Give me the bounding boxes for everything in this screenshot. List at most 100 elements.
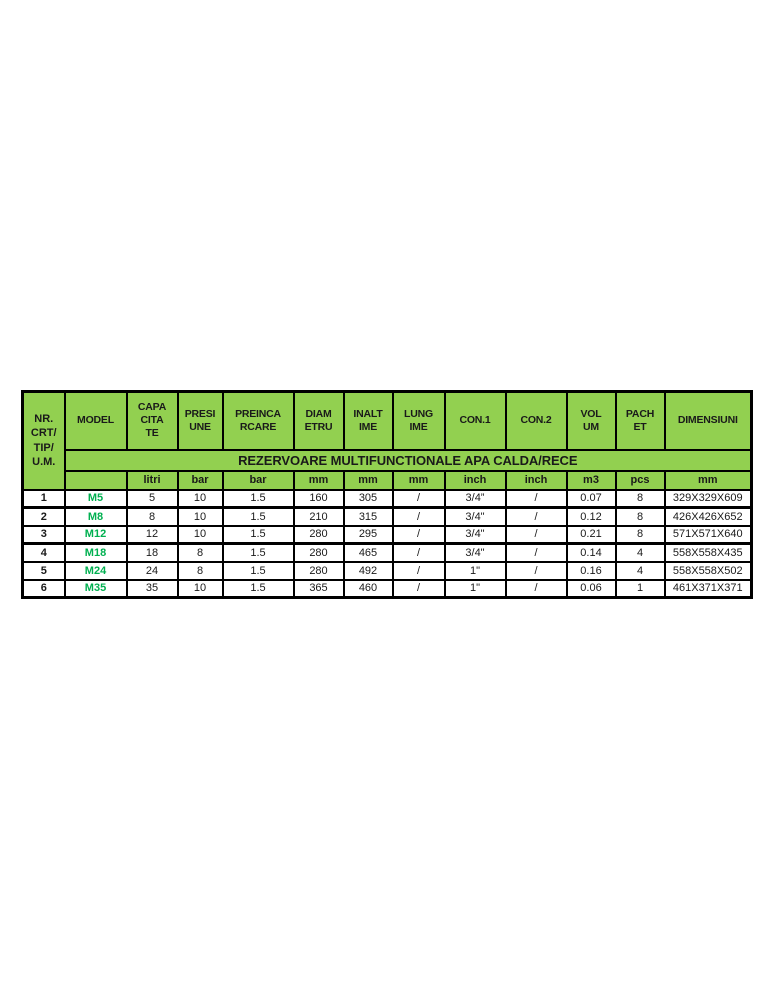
value-cell: 10 [176, 578, 224, 599]
value-cell: / [504, 524, 568, 545]
value-cell: 0.14 [565, 542, 617, 563]
table-row: 1 M5 5 10 1.5 160 305/3/4”/0.07 8 329X329X609 [21, 488, 753, 509]
band-row: REZERVOARE MULTIFUNCTIONALE APA CALDA/RE… [23, 448, 753, 472]
value-cell: 558X558X435 [663, 542, 753, 563]
value-cell: 1.5 [221, 506, 295, 527]
value-cell: 210 [292, 506, 345, 527]
value-cell: 8 [125, 506, 179, 527]
value-cell: / [504, 542, 568, 563]
column-header: DIAM ETRU [292, 390, 345, 451]
value-cell: 24 [125, 560, 179, 581]
value-cell: 280 [292, 524, 345, 545]
unit-cell: bar [221, 469, 295, 491]
row-number-cell: 2 [21, 506, 66, 527]
unit-cell [63, 469, 128, 491]
value-cell: / [391, 578, 446, 599]
unit-cell: mm [391, 469, 446, 491]
value-cell: 0.07 [565, 488, 617, 509]
value-cell: 0.21 [565, 524, 617, 545]
value-cell: 1" [443, 578, 507, 599]
table-row: 3 M12 12 10 1.5 280 295/3/4"/0.21 8 571X571X640 [21, 524, 753, 545]
units-row: litri bar bar mm mm mm inch inch m3 pcs mm [23, 469, 753, 491]
column-header: DIMENSIUNI [663, 390, 753, 451]
unit-cell: bar [176, 469, 224, 491]
value-cell: 8 [614, 524, 666, 545]
value-cell: 8 [176, 542, 224, 563]
value-cell: 8 [614, 506, 666, 527]
value-cell: 1.5 [221, 524, 295, 545]
unit-cell: inch [504, 469, 568, 491]
column-header: CON.2 [504, 390, 568, 451]
value-cell: / [391, 506, 446, 527]
value-cell: 460 [342, 578, 394, 599]
model-cell: M24 [63, 560, 128, 581]
unit-cell: mm [342, 469, 394, 491]
value-cell: 0.12 [565, 506, 617, 527]
value-cell: 295 [342, 524, 394, 545]
value-cell: 8 [614, 488, 666, 509]
model-cell: M8 [63, 506, 128, 527]
band-title: REZERVOARE MULTIFUNCTIONALE APA CALDA/RE… [63, 448, 753, 472]
value-cell: 12 [125, 524, 179, 545]
value-cell: 18 [125, 542, 179, 563]
table-row: 2 M8 8 10 1.5 210 315/3/4"/0.12 8 426X426X652 [21, 506, 753, 527]
model-cell: M18 [63, 542, 128, 563]
value-cell: 461X371X371 [663, 578, 753, 599]
row-number-cell: 6 [21, 578, 66, 599]
spec-table: NR. CRT/ TIP/ U.M. MODEL CAPA CITA TE PRES… [21, 390, 753, 599]
value-cell: 10 [176, 524, 224, 545]
value-cell: / [504, 488, 568, 509]
table-row: 4 M18 18 8 1.5 280 465/3/4"/0.14 4 558X558X435 [21, 542, 753, 563]
column-header: PRESI UNE [176, 390, 224, 451]
value-cell: 1 [614, 578, 666, 599]
header-row: NR. CRT/ TIP/ U.M. MODEL CAPA CITA TE PRES… [21, 390, 753, 491]
value-cell: / [391, 560, 446, 581]
value-cell: 1.5 [221, 578, 295, 599]
value-cell: 365 [292, 578, 345, 599]
value-cell: 3/4" [443, 506, 507, 527]
value-cell: 1" [443, 560, 507, 581]
value-cell: 1.5 [221, 488, 295, 509]
row-number-cell: 3 [21, 524, 66, 545]
value-cell: 3/4” [443, 488, 507, 509]
value-cell: 1.5 [221, 542, 295, 563]
column-header: CON.1 [443, 390, 507, 451]
value-cell: 329X329X609 [663, 488, 753, 509]
value-cell: / [391, 524, 446, 545]
value-cell: / [391, 488, 446, 509]
column-header: PREINCA RCARE [221, 390, 295, 451]
unit-cell: inch [443, 469, 507, 491]
table-row: 5 M24 24 8 1.5 280 492/1"/0.16 4 558X558X502 [21, 560, 753, 581]
column-header: VOL UM [565, 390, 617, 451]
column-header: MODEL [63, 390, 128, 451]
value-cell: 4 [614, 542, 666, 563]
value-cell: 10 [176, 506, 224, 527]
value-cell: / [504, 578, 568, 599]
row-number-cell: 4 [21, 542, 66, 563]
value-cell: 280 [292, 542, 345, 563]
value-cell: 8 [176, 560, 224, 581]
column-header: LUNG IME [391, 390, 446, 451]
value-cell: 4 [614, 560, 666, 581]
value-cell: 571X571X640 [663, 524, 753, 545]
unit-cell: litri [125, 469, 179, 491]
value-cell: 280 [292, 560, 345, 581]
column-header: CAPA CITA TE [125, 390, 179, 451]
row-number-cell: 5 [21, 560, 66, 581]
unit-cell: mm [663, 469, 753, 491]
unit-cell: pcs [614, 469, 666, 491]
model-cell: M12 [63, 524, 128, 545]
unit-cell: m3 [565, 469, 617, 491]
value-cell: 305 [342, 488, 394, 509]
value-cell: / [391, 542, 446, 563]
model-cell: M5 [63, 488, 128, 509]
value-cell: 35 [125, 578, 179, 599]
value-cell: 3/4" [443, 524, 507, 545]
value-cell: 0.06 [565, 578, 617, 599]
value-cell: 558X558X502 [663, 560, 753, 581]
unit-cell: mm [292, 469, 345, 491]
value-cell: 0.16 [565, 560, 617, 581]
column-header: PACH ET [614, 390, 666, 451]
column-header: INALT IME [342, 390, 394, 451]
